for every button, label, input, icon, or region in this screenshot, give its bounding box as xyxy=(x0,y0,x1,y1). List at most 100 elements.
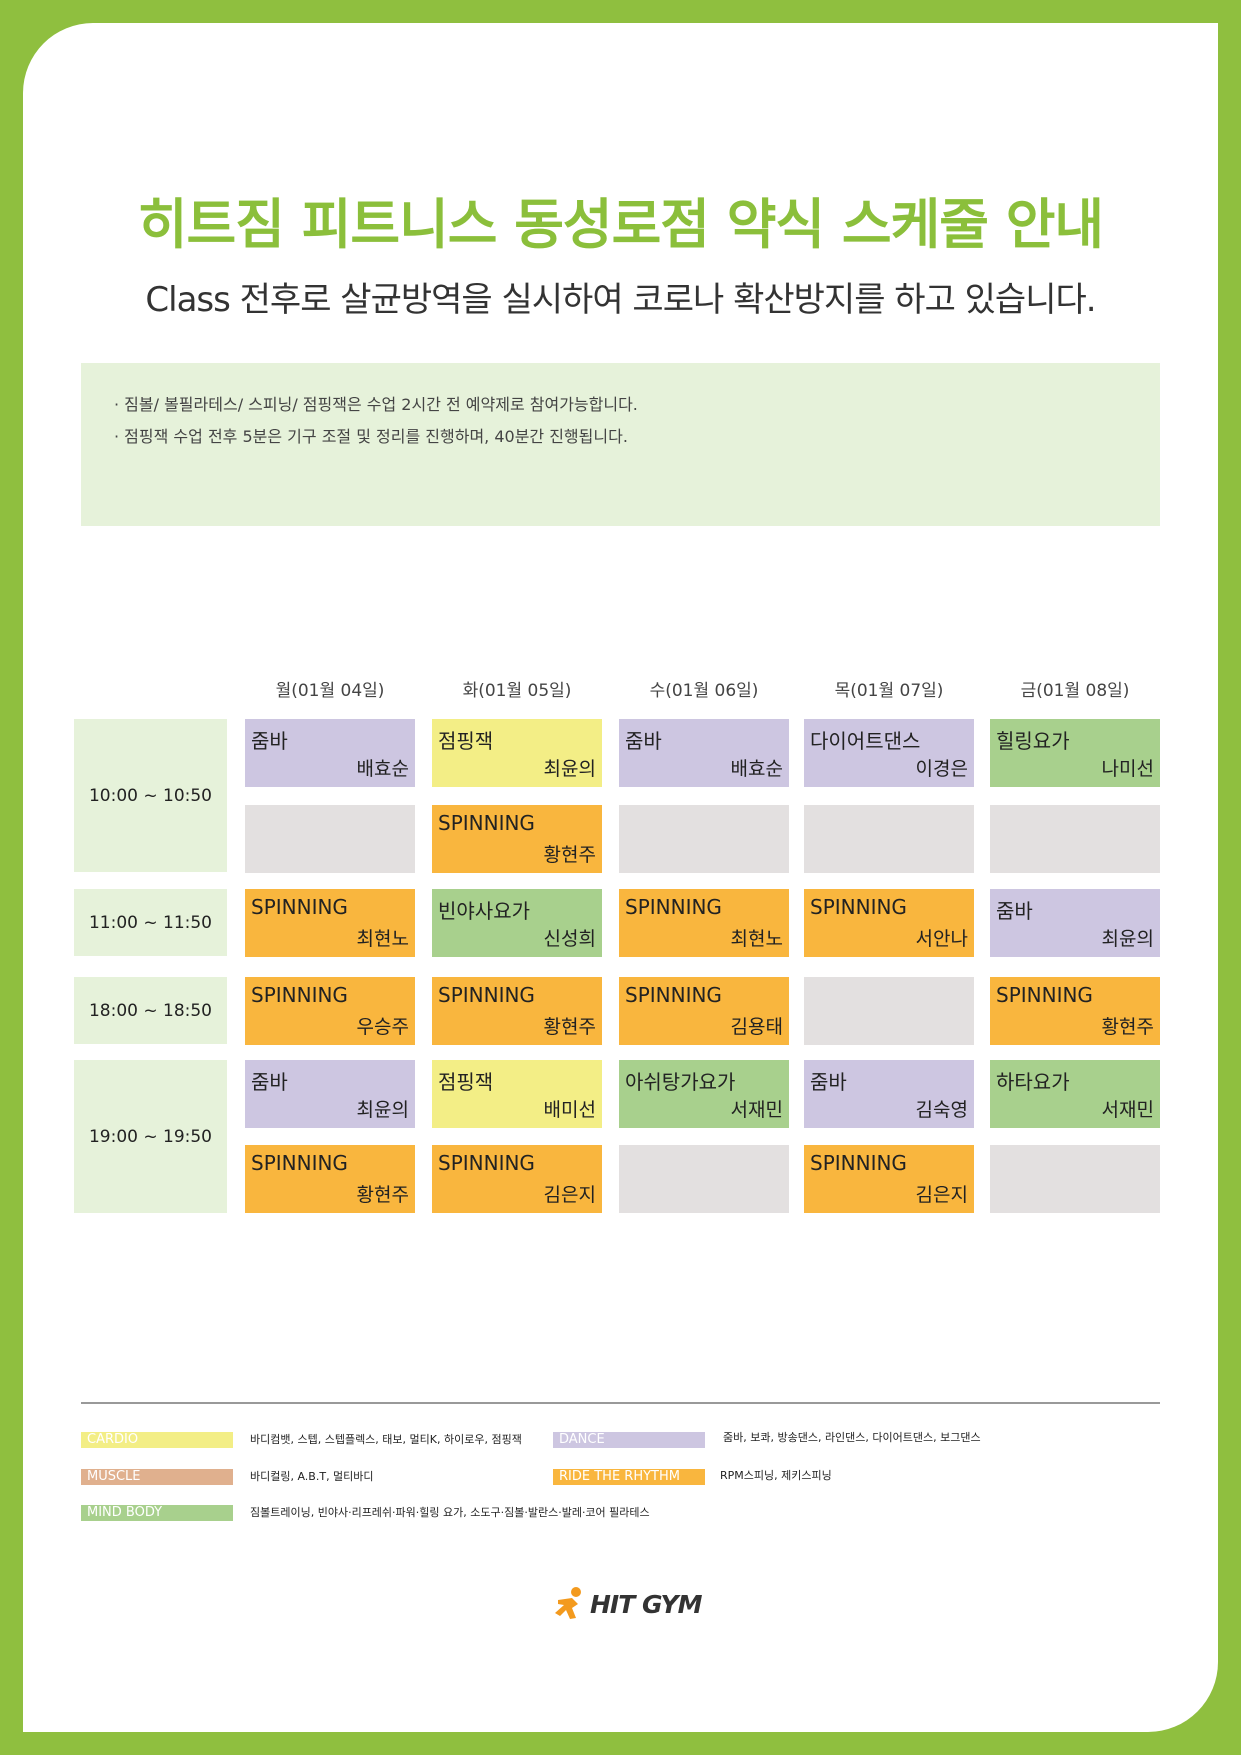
class-cell: SPINNING 황현주 xyxy=(432,977,602,1045)
class-name: SPINNING xyxy=(810,1151,907,1175)
class-cell: SPINNING 최현노 xyxy=(245,889,415,957)
class-name: SPINNING xyxy=(251,1151,348,1175)
legend-tag-muscle: MUSCLE xyxy=(81,1469,233,1485)
class-trainer: 김은지 xyxy=(915,1184,968,1206)
class-name: 아쉬탕가요가 xyxy=(625,1070,736,1094)
page-title: 히트짐 피트니스 동성로점 약식 스케줄 안내 xyxy=(137,193,1104,256)
class-trainer: 신성희 xyxy=(543,928,596,950)
class-trainer: 최윤의 xyxy=(543,758,596,780)
divider xyxy=(81,1402,1160,1404)
class-trainer: 서안나 xyxy=(915,928,968,950)
legend-tag-cardio: CARDIO xyxy=(81,1432,233,1448)
class-trainer: 최윤의 xyxy=(356,1099,409,1121)
class-cell: SPINNING 최현노 xyxy=(619,889,789,957)
notice-line: · 짐볼/ 볼필라테스/ 스피닝/ 점핑잭은 수업 2시간 전 예약제로 참여가… xyxy=(114,395,638,414)
class-trainer: 나미선 xyxy=(1101,758,1154,780)
class-trainer: 배효순 xyxy=(356,758,409,780)
legend-desc-muscle: 바디컬링, A.B.T, 멀티바디 xyxy=(250,1470,374,1483)
class-cell: SPINNING 김용태 xyxy=(619,977,789,1045)
empty-cell xyxy=(619,1145,789,1213)
logo-text: HIT GYM xyxy=(590,1589,702,1619)
class-trainer: 황현주 xyxy=(1101,1016,1154,1038)
day-header-fri: 금(01월 08일) xyxy=(1020,681,1130,701)
class-cell: SPINNING 황현주 xyxy=(245,1145,415,1213)
legend-desc-cardio: 바디컴뱃, 스텝, 스텝플렉스, 태보, 멀티K, 하이로우, 점핑잭 xyxy=(250,1433,522,1446)
class-name: 줌바 xyxy=(625,729,662,753)
class-name: SPINNING xyxy=(438,983,535,1007)
class-name: 하타요가 xyxy=(996,1070,1070,1094)
class-name: SPINNING xyxy=(625,983,722,1007)
class-trainer: 황현주 xyxy=(356,1184,409,1206)
legend-tag-dance: DANCE xyxy=(553,1432,705,1448)
day-header-tue: 화(01월 05일) xyxy=(462,681,572,701)
class-name: 줌바 xyxy=(251,729,288,753)
class-name: SPINNING xyxy=(625,895,722,919)
class-trainer: 최현노 xyxy=(730,928,783,950)
runner-icon xyxy=(555,1587,581,1619)
empty-cell xyxy=(990,805,1160,873)
time-slot: 19:00 ~ 19:50 xyxy=(74,1060,227,1213)
class-name: 빈야사요가 xyxy=(438,899,530,923)
class-name: SPINNING xyxy=(438,811,535,835)
hitgym-logo: HIT GYM xyxy=(552,1586,702,1622)
class-cell: SPINNING 서안나 xyxy=(804,889,974,957)
class-name: 힐링요가 xyxy=(996,729,1070,753)
time-slot: 18:00 ~ 18:50 xyxy=(74,977,227,1044)
legend-desc-mind-body: 짐볼트레이닝, 빈야사·리프레쉬·파워·힐링 요가, 소도구·짐볼·발란스·발레… xyxy=(250,1506,650,1519)
class-trainer: 최현노 xyxy=(356,928,409,950)
time-slot: 10:00 ~ 10:50 xyxy=(74,719,227,872)
class-trainer: 최윤의 xyxy=(1101,928,1154,950)
class-trainer: 서재민 xyxy=(730,1099,783,1121)
day-header-thu: 목(01월 07일) xyxy=(834,681,944,701)
class-name: 줌바 xyxy=(810,1070,847,1094)
class-trainer: 서재민 xyxy=(1101,1099,1154,1121)
class-name: SPINNING xyxy=(251,983,348,1007)
empty-cell xyxy=(990,1145,1160,1213)
class-trainer: 황현주 xyxy=(543,1016,596,1038)
class-name: 다이어트댄스 xyxy=(810,729,921,753)
class-cell: SPINNING 김은지 xyxy=(432,1145,602,1213)
notice-line: · 점핑잭 수업 전후 5분은 기구 조절 및 정리를 진행하며, 40분간 진… xyxy=(114,427,628,446)
class-name: SPINNING xyxy=(438,1151,535,1175)
class-name: SPINNING xyxy=(810,895,907,919)
class-cell: SPINNING 우승주 xyxy=(245,977,415,1045)
class-cell: SPINNING 황현주 xyxy=(432,805,602,873)
time-slot: 11:00 ~ 11:50 xyxy=(74,889,227,956)
empty-cell xyxy=(804,805,974,873)
class-trainer: 김숙영 xyxy=(915,1099,968,1121)
class-trainer: 배미선 xyxy=(543,1099,596,1121)
legend-tag-mind-body: MIND BODY xyxy=(81,1505,233,1521)
class-trainer: 황현주 xyxy=(543,844,596,866)
empty-cell xyxy=(245,805,415,873)
class-name: 점핑잭 xyxy=(438,1070,494,1094)
class-cell: SPINNING 황현주 xyxy=(990,977,1160,1045)
legend-tag-ride-the-rhythm: RIDE THE RHYTHM xyxy=(553,1469,705,1485)
class-trainer: 배효순 xyxy=(730,758,783,780)
legend-desc-dance: 줌바, 보콰, 방송댄스, 라인댄스, 다이어트댄스, 보그댄스 xyxy=(723,1431,981,1444)
legend-desc-ride-the-rhythm: RPM스피닝, 제키스피닝 xyxy=(720,1469,832,1482)
class-name: SPINNING xyxy=(996,983,1093,1007)
class-name: 점핑잭 xyxy=(438,729,494,753)
empty-cell xyxy=(619,805,789,873)
day-header-wed: 수(01월 06일) xyxy=(649,681,759,701)
empty-cell xyxy=(804,977,974,1045)
class-name: 줌바 xyxy=(996,899,1033,923)
class-trainer: 이경은 xyxy=(915,758,968,780)
class-name: 줌바 xyxy=(251,1070,288,1094)
class-trainer: 우승주 xyxy=(356,1016,409,1038)
class-trainer: 김은지 xyxy=(543,1184,596,1206)
day-header-mon: 월(01월 04일) xyxy=(275,681,385,701)
notice-box: · 짐볼/ 볼필라테스/ 스피닝/ 점핑잭은 수업 2시간 전 예약제로 참여가… xyxy=(81,363,1160,526)
